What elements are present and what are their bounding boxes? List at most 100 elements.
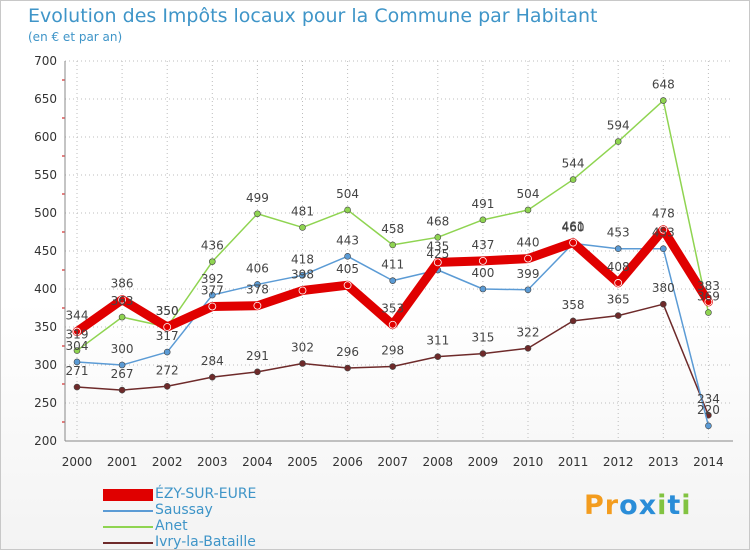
x-tick-label: 2013 xyxy=(648,455,679,469)
data-point xyxy=(118,313,126,321)
data-point xyxy=(614,279,623,287)
y-tick-label: 400 xyxy=(34,282,57,296)
legend-swatch-anet xyxy=(103,526,153,528)
data-label: 458 xyxy=(381,222,404,236)
data-point xyxy=(73,327,81,336)
data-label: 291 xyxy=(246,349,269,363)
legend-label-saussay: Saussay xyxy=(155,502,213,518)
x-tick-label: 2006 xyxy=(332,455,363,469)
data-point xyxy=(434,234,442,241)
data-label: 461 xyxy=(562,220,585,234)
data-label: 392 xyxy=(201,272,224,286)
data-point xyxy=(659,245,667,253)
data-point xyxy=(253,301,262,310)
data-label: 365 xyxy=(607,293,630,307)
data-label: 319 xyxy=(66,328,89,342)
data-point xyxy=(299,224,306,231)
data-point xyxy=(118,295,126,304)
data-point xyxy=(479,285,487,293)
data-point xyxy=(254,368,261,376)
y-tick-label: 600 xyxy=(34,130,57,144)
data-label: 399 xyxy=(517,267,540,281)
data-label: 437 xyxy=(471,238,494,252)
data-label: 350 xyxy=(156,304,179,318)
y-tick-label: 500 xyxy=(34,206,57,220)
data-label: 271 xyxy=(66,364,89,378)
data-label: 460 xyxy=(562,220,585,234)
data-point xyxy=(479,216,487,224)
data-label: 468 xyxy=(426,214,449,228)
data-point xyxy=(298,286,307,295)
data-point xyxy=(254,281,261,288)
data-label: 400 xyxy=(471,266,494,280)
data-label: 440 xyxy=(517,236,540,250)
x-tick-label: 2011 xyxy=(558,455,589,469)
data-label: 406 xyxy=(246,261,269,275)
data-label: 363 xyxy=(111,294,134,308)
data-label: 272 xyxy=(156,363,179,377)
data-point xyxy=(614,138,622,145)
y-tick-label: 450 xyxy=(34,244,57,258)
data-label: 369 xyxy=(697,290,720,304)
data-label: 267 xyxy=(111,367,134,381)
data-label: 234 xyxy=(697,392,720,406)
data-point xyxy=(209,291,216,299)
data-point xyxy=(163,382,171,390)
data-point xyxy=(389,241,397,249)
y-tick-label: 700 xyxy=(34,54,57,68)
data-label: 478 xyxy=(652,207,675,221)
data-label: 377 xyxy=(201,283,224,297)
data-point xyxy=(163,348,171,356)
data-label: 453 xyxy=(652,226,675,240)
data-label: 398 xyxy=(291,268,314,282)
data-label: 322 xyxy=(517,325,540,339)
data-point xyxy=(569,238,577,247)
data-label: 499 xyxy=(246,191,269,205)
data-point xyxy=(569,317,577,325)
data-point xyxy=(389,277,397,284)
data-point xyxy=(569,176,577,183)
chart-title: Evolution des Impôts locaux pour la Comm… xyxy=(28,5,598,27)
data-point xyxy=(344,364,351,372)
x-tick-label: 2007 xyxy=(377,455,408,469)
data-label: 504 xyxy=(517,187,540,201)
data-label: 443 xyxy=(336,233,359,247)
x-tick-label: 2010 xyxy=(513,455,544,469)
data-point xyxy=(73,383,81,391)
data-label: 300 xyxy=(111,342,134,356)
data-point xyxy=(118,386,126,394)
data-point xyxy=(614,312,622,319)
data-point xyxy=(389,363,397,370)
data-label: 504 xyxy=(336,187,359,201)
x-tick-label: 2000 xyxy=(62,455,93,469)
data-point xyxy=(524,254,532,263)
data-label: 298 xyxy=(381,344,404,358)
data-label: 383 xyxy=(697,279,720,293)
data-label: 453 xyxy=(607,226,630,240)
chart-subtitle: (en € et par an) xyxy=(28,30,123,44)
data-point xyxy=(344,253,351,260)
data-point xyxy=(344,206,351,214)
x-tick-label: 2005 xyxy=(287,455,318,469)
data-point xyxy=(73,358,81,366)
data-point xyxy=(208,302,217,311)
data-label: 386 xyxy=(111,277,134,291)
data-label: 411 xyxy=(381,258,404,272)
data-label: 491 xyxy=(471,197,494,211)
data-label: 317 xyxy=(156,329,179,343)
data-label: 544 xyxy=(562,157,585,171)
data-label: 284 xyxy=(201,354,224,368)
y-tick-label: 350 xyxy=(34,320,57,334)
data-point xyxy=(659,97,667,104)
data-point xyxy=(478,256,487,265)
data-point xyxy=(614,245,622,253)
data-point xyxy=(705,309,712,316)
data-label: 436 xyxy=(201,239,224,253)
x-tick-label: 2002 xyxy=(152,455,183,469)
x-tick-label: 2008 xyxy=(423,455,454,469)
data-point xyxy=(524,344,532,352)
data-point xyxy=(434,353,442,360)
x-tick-label: 2001 xyxy=(107,455,138,469)
data-label: 481 xyxy=(291,204,314,218)
